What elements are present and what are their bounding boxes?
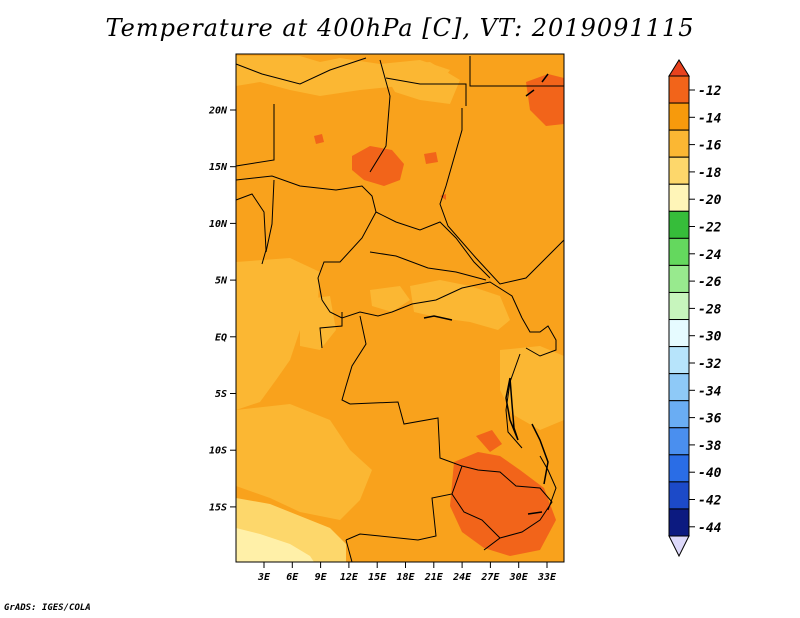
colorbar-cell	[668, 346, 690, 375]
latitude-labels: 20N 15N 10N 5N EQ 5S 10S 15S	[208, 106, 236, 513]
lon-label: 12E	[340, 572, 359, 583]
colorbar-label: -30	[698, 330, 722, 345]
lake-outlines	[423, 73, 549, 515]
lat-label: 5S	[215, 389, 227, 400]
colorbar-cell	[668, 427, 690, 456]
lon-label: 21E	[424, 572, 444, 583]
colorbar-cell	[668, 156, 690, 185]
lon-label: 27E	[480, 572, 500, 583]
lat-label: 20N	[208, 106, 228, 117]
colorbar-label: -22	[698, 221, 722, 236]
colorbar-cell	[668, 183, 690, 212]
colorbar-cell	[668, 210, 690, 239]
colorbar-bottom-arrow	[668, 535, 690, 558]
colorbar-label: -44	[698, 521, 722, 536]
colorbar-label: -18	[698, 166, 722, 181]
colorbar-cell	[668, 75, 690, 104]
colorbar-top-arrow	[668, 59, 690, 77]
map-panel: 20N 15N 10N 5N EQ 5S 10S 15S 3E 6E 9E 12E 15E 18E 21E…	[208, 53, 565, 583]
colorbar-cell	[668, 454, 690, 483]
colorbar-cell	[668, 400, 690, 429]
colorbar-label: -34	[698, 384, 722, 399]
colorbar-cell	[668, 291, 690, 321]
colorbar-cell	[668, 319, 690, 348]
colorbar-label: -12	[698, 84, 722, 99]
colorbar-cell	[668, 102, 690, 131]
colorbar-label: -32	[698, 357, 722, 372]
colorbar: -12 -14 -16 -18 -20 -22 -24 -26 -28 -30 -32 -34 -36 -…	[668, 59, 722, 558]
lat-label: 10N	[209, 219, 228, 230]
colorbar-label: -40	[698, 466, 722, 481]
colorbar-cell	[668, 481, 690, 510]
colorbar-label: -16	[698, 139, 722, 154]
lon-label: 6E	[286, 572, 299, 583]
colorbar-cells	[668, 75, 690, 537]
lon-label: 18E	[396, 572, 415, 583]
country-borders	[235, 56, 565, 563]
colorbar-label: -26	[698, 275, 722, 290]
temperature-zone-light	[236, 56, 564, 520]
temperature-zone-warm	[314, 74, 564, 556]
colorbar-label: -28	[698, 302, 722, 317]
colorbar-label: -20	[698, 193, 722, 208]
lat-label: 5N	[215, 276, 228, 287]
lon-label: 33E	[537, 572, 557, 583]
lon-label: 3E	[257, 572, 271, 583]
lat-label: 15S	[209, 502, 227, 513]
colorbar-cell	[668, 373, 690, 402]
colorbar-cell	[668, 264, 690, 293]
colorbar-cell	[668, 237, 690, 266]
colorbar-cell	[668, 508, 690, 537]
colorbar-label: -24	[698, 248, 722, 263]
lat-label: EQ	[215, 332, 227, 343]
colorbar-label: -42	[698, 494, 722, 509]
temperature-zone-pale	[236, 528, 314, 562]
colorbar-labels: -12 -14 -16 -18 -20 -22 -24 -26 -28 -30 -32 -34 -36 -…	[689, 84, 722, 536]
longitude-labels: 3E 6E 9E 12E 15E 18E 21E 24E 27E 30E 33E	[257, 562, 557, 583]
map-frame	[235, 53, 565, 563]
lon-label: 9E	[315, 572, 328, 583]
colorbar-cell	[668, 129, 690, 158]
map-title: Temperature at 400hPa [C], VT: 201909111…	[105, 14, 695, 42]
lon-label: 24E	[452, 572, 472, 583]
lat-label: 15N	[209, 162, 228, 173]
colorbar-label: -38	[698, 439, 722, 454]
lat-label: 10S	[209, 446, 227, 457]
colorbar-label: -14	[698, 111, 722, 126]
lon-label: 15E	[368, 572, 387, 583]
colorbar-label: -36	[698, 412, 722, 427]
lon-label: 30E	[509, 572, 529, 583]
software-credit: GrADS: IGES/COLA	[4, 603, 91, 613]
